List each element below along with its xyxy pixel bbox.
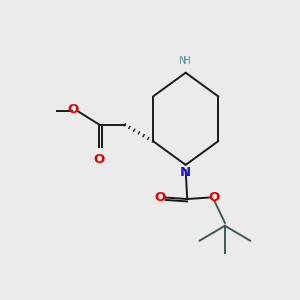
Text: N: N xyxy=(179,56,187,66)
Text: O: O xyxy=(208,191,220,204)
Text: O: O xyxy=(67,103,78,116)
Text: O: O xyxy=(155,191,166,204)
Text: O: O xyxy=(94,153,105,166)
Text: N: N xyxy=(180,166,191,179)
Text: H: H xyxy=(183,56,191,66)
